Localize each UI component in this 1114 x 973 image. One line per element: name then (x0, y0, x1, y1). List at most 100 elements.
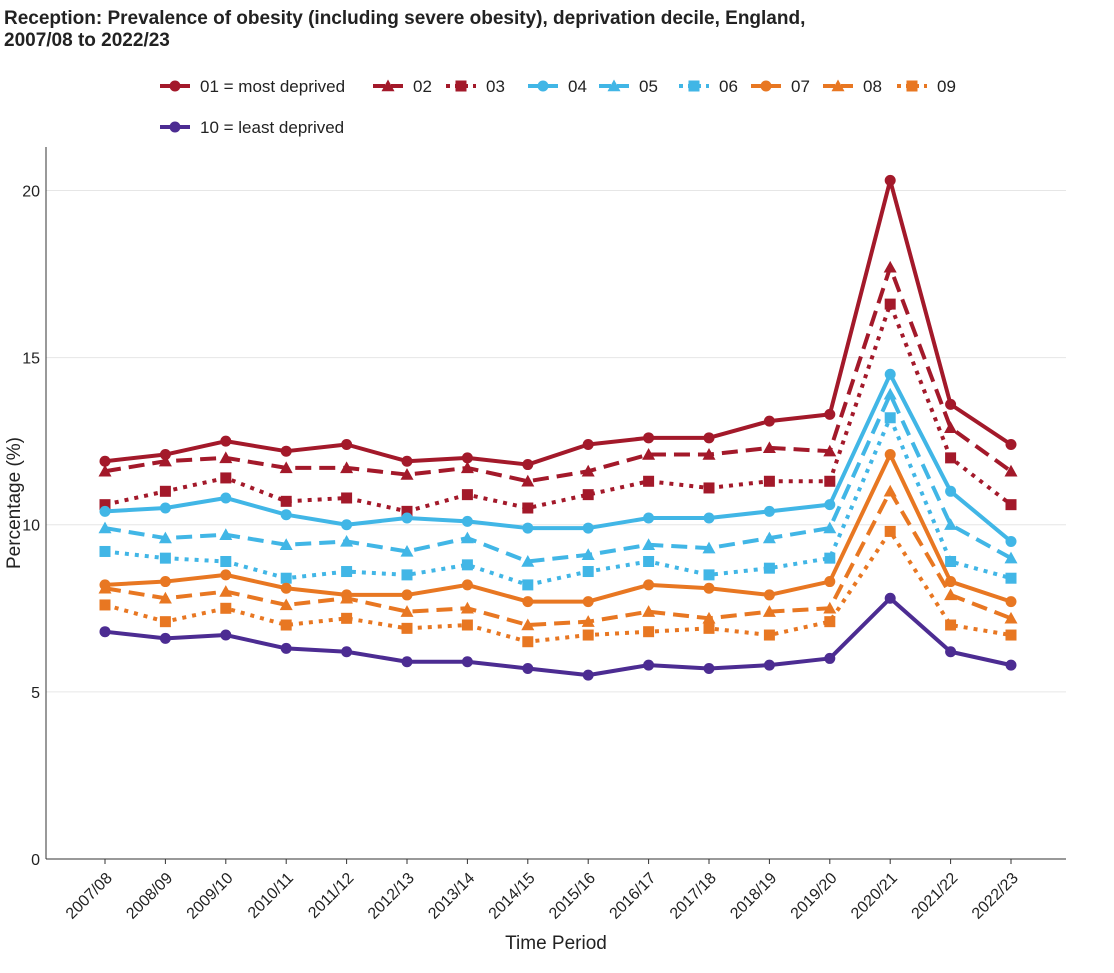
data-point (1005, 499, 1017, 511)
data-point (703, 512, 715, 524)
legend-marker (831, 79, 845, 92)
series-line (104, 596, 1012, 678)
data-point (1005, 596, 1017, 608)
series-line (104, 415, 1012, 587)
data-point (944, 421, 958, 433)
legend-marker (381, 79, 395, 92)
data-point (98, 581, 112, 594)
legend-item: 07 (751, 77, 810, 96)
data-point (521, 618, 535, 631)
legend-label: 10 = least deprived (200, 118, 344, 137)
legend-item: 08 (823, 77, 882, 96)
data-point (99, 455, 111, 467)
series-8 (98, 484, 1018, 631)
data-point (522, 459, 534, 471)
data-point (884, 592, 896, 604)
data-point (159, 485, 171, 497)
y-tick-labels: 0 5 10 15 20 (22, 183, 40, 869)
data-point (643, 432, 655, 444)
data-point (582, 629, 594, 641)
series-5 (98, 387, 1018, 567)
legend-label: 01 = most deprived (200, 77, 345, 96)
series-3 (99, 298, 1017, 517)
data-point (1004, 464, 1018, 477)
data-point (159, 616, 171, 628)
data-point (642, 538, 656, 550)
data-point (522, 579, 534, 591)
chart-title-line1: Reception: Prevalence of obesity (includ… (4, 8, 805, 29)
data-point (158, 591, 172, 604)
legend-label: 06 (719, 77, 738, 96)
x-tick-label: 2013/14 (425, 870, 478, 923)
data-point (762, 441, 776, 454)
legend-label: 08 (863, 77, 882, 96)
legend-marker (169, 80, 181, 92)
data-point (763, 659, 775, 671)
data-point (522, 662, 534, 674)
data-point (884, 368, 896, 380)
y-tick-label: 15 (22, 351, 40, 368)
data-point (461, 489, 473, 501)
x-tick-label: 2019/20 (788, 870, 841, 923)
legend-item: 04 (528, 77, 587, 96)
data-point (279, 461, 293, 474)
y-tick-label: 0 (31, 852, 40, 869)
data-point (98, 464, 112, 477)
data-point (884, 525, 896, 537)
data-point (884, 449, 896, 461)
data-point (703, 582, 715, 594)
legend-marker (169, 121, 181, 133)
data-point (340, 461, 354, 474)
data-point (280, 509, 292, 521)
data-point (280, 619, 292, 631)
data-point (340, 591, 354, 604)
data-point (220, 435, 232, 447)
data-point (99, 599, 111, 611)
data-point (703, 569, 715, 581)
data-point (220, 555, 232, 567)
data-point (400, 605, 414, 617)
x-tick-label: 2007/08 (63, 870, 116, 923)
series-10 (99, 592, 1017, 681)
y-axis-title: Percentage (%) (4, 437, 25, 569)
data-point (1005, 572, 1017, 584)
data-point (401, 512, 413, 524)
x-tick-label: 2022/23 (969, 870, 1022, 923)
data-point (824, 408, 836, 420)
legend-label: 03 (486, 77, 505, 96)
data-point (643, 659, 655, 671)
x-tick-label: 2018/19 (727, 870, 780, 923)
series-1 (99, 174, 1017, 471)
series-line (104, 529, 1012, 644)
y-tick-label: 10 (22, 518, 40, 535)
data-point (461, 619, 473, 631)
data-point (582, 566, 594, 578)
x-tick-label: 2009/10 (184, 870, 237, 923)
data-point (702, 611, 716, 624)
series-6 (99, 412, 1017, 591)
data-point (581, 615, 595, 627)
axes (45, 147, 1066, 860)
data-point (824, 475, 836, 487)
data-point (158, 454, 172, 467)
data-point (461, 452, 473, 464)
x-tick-label: 2014/15 (486, 870, 539, 923)
x-tick-label: 2010/11 (245, 870, 297, 922)
series-line (104, 178, 1013, 467)
data-point (401, 656, 413, 668)
data-point (400, 544, 414, 557)
data-point (824, 552, 836, 564)
data-point (1005, 659, 1017, 671)
data-point (582, 439, 594, 451)
data-point (280, 445, 292, 457)
data-point (99, 545, 111, 557)
legend-label: 04 (568, 77, 587, 96)
data-point (642, 448, 656, 460)
data-point (280, 495, 292, 507)
data-point (762, 531, 776, 544)
data-point (522, 596, 534, 608)
legend-label: 07 (791, 77, 810, 96)
data-point (944, 518, 958, 530)
data-point (522, 502, 534, 514)
